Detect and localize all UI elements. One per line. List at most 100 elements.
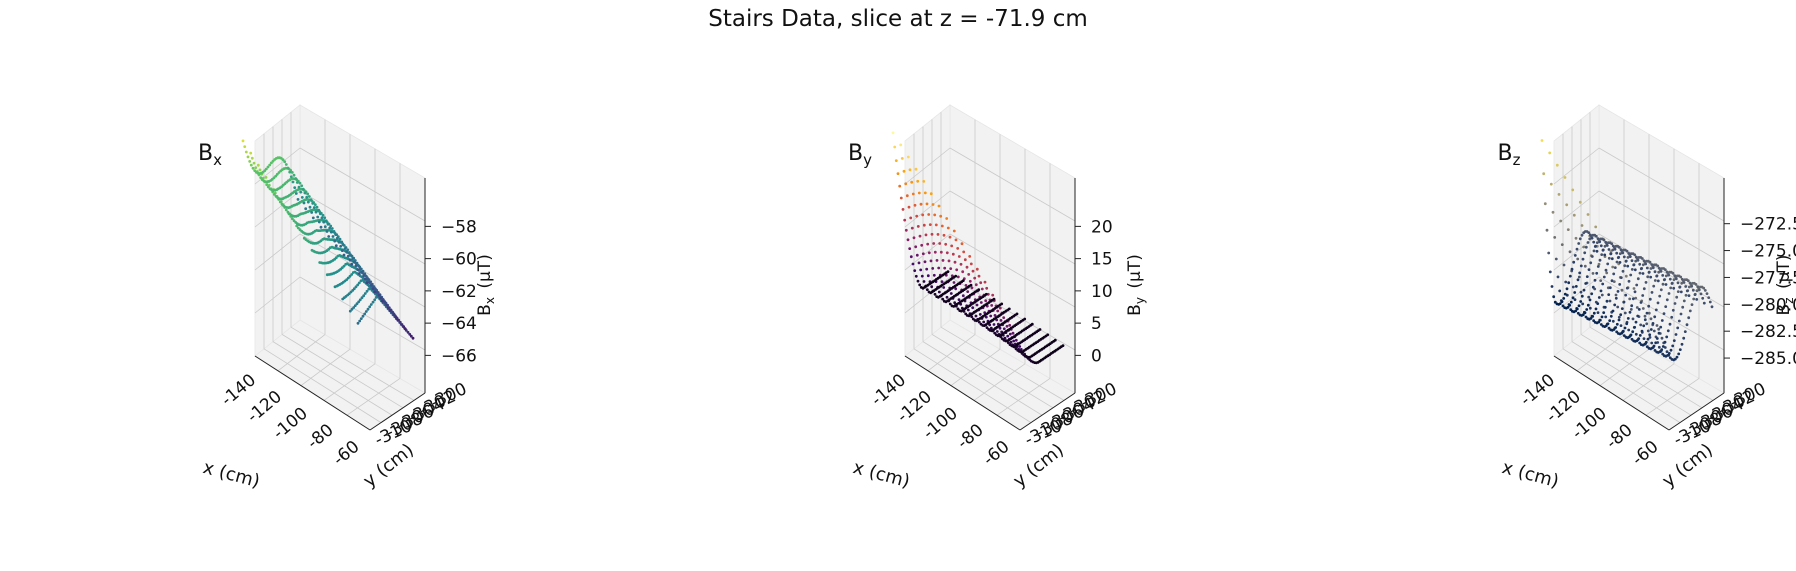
data-point [1669, 348, 1673, 352]
data-point [1611, 244, 1615, 248]
data-point [998, 306, 1002, 310]
data-point [922, 180, 926, 183]
data-point [1569, 300, 1573, 304]
data-point [358, 267, 362, 271]
grid-line [1589, 326, 1714, 401]
data-point [944, 242, 948, 246]
subplot-bz: Bz-140-120-100-80-60-310-308-306-304-302… [1498, 104, 1796, 492]
data-point [956, 247, 960, 250]
data-point [1638, 271, 1642, 275]
data-point [900, 157, 904, 160]
data-point [1601, 282, 1605, 286]
data-point [355, 302, 359, 306]
data-point [1633, 268, 1637, 272]
data-point [1630, 304, 1634, 308]
data-point [353, 304, 357, 307]
data-point [971, 317, 975, 321]
data-point [1657, 327, 1661, 331]
data-point [1559, 219, 1563, 223]
data-point [321, 213, 325, 217]
data-point [356, 283, 360, 287]
data-point [1582, 288, 1586, 292]
data-point [1593, 278, 1597, 282]
data-point [1699, 292, 1703, 296]
data-point [1606, 286, 1610, 290]
data-point [1668, 277, 1672, 281]
data-point [1696, 285, 1700, 289]
data-point [326, 222, 330, 226]
data-point [965, 265, 969, 269]
data-point [1573, 291, 1577, 294]
data-point [359, 317, 363, 320]
data-point [244, 150, 248, 154]
data-point [1638, 334, 1642, 337]
data-point [1647, 311, 1651, 315]
data-point [318, 212, 322, 216]
data-point [1664, 305, 1668, 308]
data-point [1608, 286, 1612, 290]
data-point [989, 314, 993, 318]
data-point [1624, 293, 1628, 297]
data-point [1600, 293, 1604, 297]
grid-line [254, 233, 301, 271]
data-point [363, 277, 367, 281]
data-point [386, 306, 390, 310]
data-point [1630, 259, 1634, 262]
data-point [1638, 262, 1642, 266]
data-point [960, 242, 964, 246]
data-point [1605, 244, 1609, 247]
data-point [388, 309, 392, 312]
data-point [1647, 304, 1651, 308]
data-point [918, 283, 922, 287]
data-point [906, 155, 910, 159]
data-point [1651, 266, 1655, 270]
data-point [922, 223, 926, 227]
data-point [373, 290, 377, 294]
data-point [1674, 277, 1678, 281]
data-point [1584, 245, 1588, 249]
data-point [351, 271, 355, 274]
data-point [379, 296, 383, 300]
data-point [373, 298, 377, 302]
data-point [1014, 338, 1018, 342]
data-point [1658, 294, 1662, 298]
data-point [260, 178, 264, 182]
data-point [310, 211, 314, 214]
data-point [369, 303, 373, 306]
data-point [1675, 355, 1679, 359]
data-point [323, 225, 327, 229]
data-point [1585, 275, 1589, 278]
data-point [919, 202, 923, 206]
data-point [391, 310, 395, 314]
data-point [953, 260, 957, 264]
data-point [1613, 247, 1617, 251]
data-point [949, 267, 953, 270]
data-point [1611, 319, 1615, 323]
data-point [1615, 260, 1619, 264]
data-point [925, 288, 929, 291]
data-point [315, 205, 319, 209]
data-point [1670, 315, 1674, 319]
data-point [1590, 236, 1594, 240]
data-point [254, 166, 258, 170]
data-point [1665, 298, 1669, 302]
subplot-title-sub: z [1513, 151, 1521, 169]
z-axis-label-unit: (μT) [1125, 254, 1145, 294]
data-point [1646, 275, 1650, 279]
grid-line [254, 276, 301, 314]
data-point [1556, 275, 1560, 279]
data-point [1019, 348, 1023, 351]
data-point [1634, 259, 1638, 263]
grid-line [950, 348, 1001, 386]
data-point [974, 283, 978, 287]
data-point [1561, 304, 1565, 308]
data-point [939, 250, 943, 254]
data-point [1650, 291, 1654, 294]
data-point [963, 258, 967, 262]
z-tick-label: −58 [441, 217, 477, 237]
y-axis-label: y (cm) [359, 440, 418, 492]
data-point [269, 161, 273, 165]
data-point [1608, 319, 1612, 322]
data-point [989, 326, 993, 330]
subplot-title-sub: y [863, 151, 872, 169]
